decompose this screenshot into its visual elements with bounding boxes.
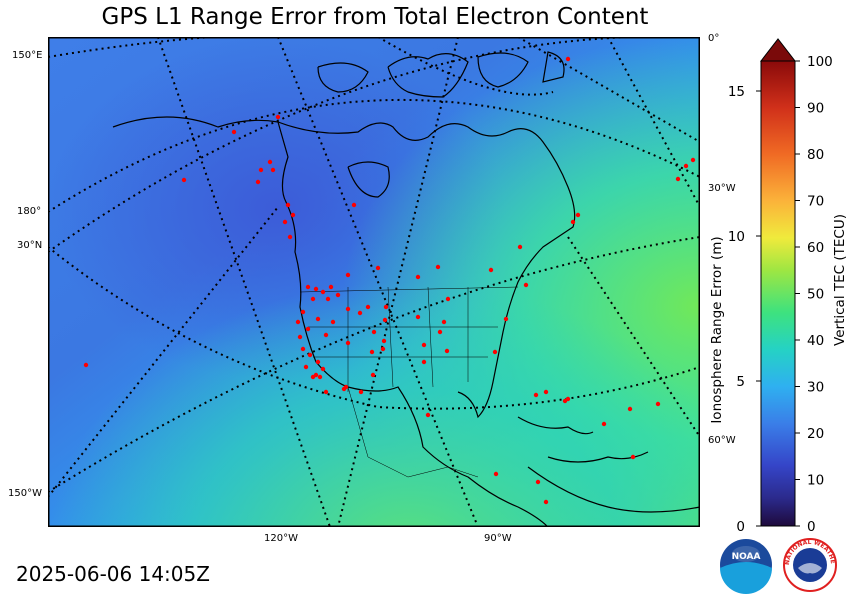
lon-label-30w: 30°W	[708, 183, 736, 194]
colorbar-extend-arrow	[759, 38, 797, 62]
range-tick: 5	[736, 374, 745, 390]
tec-tick: 90	[807, 101, 824, 117]
tec-tick: 10	[807, 473, 824, 489]
tec-tick: 30	[807, 380, 824, 396]
tec-tick: 40	[807, 333, 824, 349]
coastlines	[112, 51, 700, 527]
tec-tick: 70	[807, 194, 824, 210]
lon-label-120w: 120°W	[264, 533, 298, 544]
tec-tick: 50	[807, 287, 824, 303]
gps-stations	[83, 56, 696, 505]
tec-tick: 60	[807, 240, 824, 256]
tec-tick: 100	[807, 54, 833, 70]
tec-tick: 20	[807, 426, 824, 442]
agency-logos: NOAA NATIONAL WEATHER SERVICE	[718, 538, 837, 594]
lon-label-150w: 150°W	[8, 488, 42, 499]
lon-label-180: 180°	[17, 206, 42, 217]
colorbar: 0 10 20 30 40 50 60 70 80 90 100 0 5 10 …	[709, 38, 848, 535]
range-tick: 10	[728, 229, 745, 245]
map-title: GPS L1 Range Error from Total Electron C…	[101, 4, 649, 30]
tec-axis-label: Vertical TEC (TECU)	[832, 214, 848, 346]
lon-label-150e: 150°E	[12, 50, 43, 61]
range-tick: 0	[736, 519, 745, 535]
range-axis-label: Ionosphere Range Error (m)	[709, 236, 725, 423]
noaa-logo: NOAA	[720, 539, 772, 594]
lat-label-30n: 30°N	[17, 240, 43, 251]
state-borders	[299, 286, 519, 478]
noaa-logo-text: NOAA	[732, 552, 761, 562]
lon-label-0: 0°	[708, 33, 720, 44]
tec-tick: 80	[807, 147, 824, 163]
tec-map	[48, 37, 700, 527]
colorbar-bar	[760, 60, 796, 527]
tec-tick: 0	[807, 519, 816, 535]
valid-timestamp: 2025-06-06 14:05Z	[16, 562, 210, 586]
lon-label-60w: 60°W	[708, 435, 736, 446]
range-tick: 15	[728, 84, 745, 100]
lon-label-90w: 90°W	[484, 533, 512, 544]
graticule	[48, 37, 700, 527]
